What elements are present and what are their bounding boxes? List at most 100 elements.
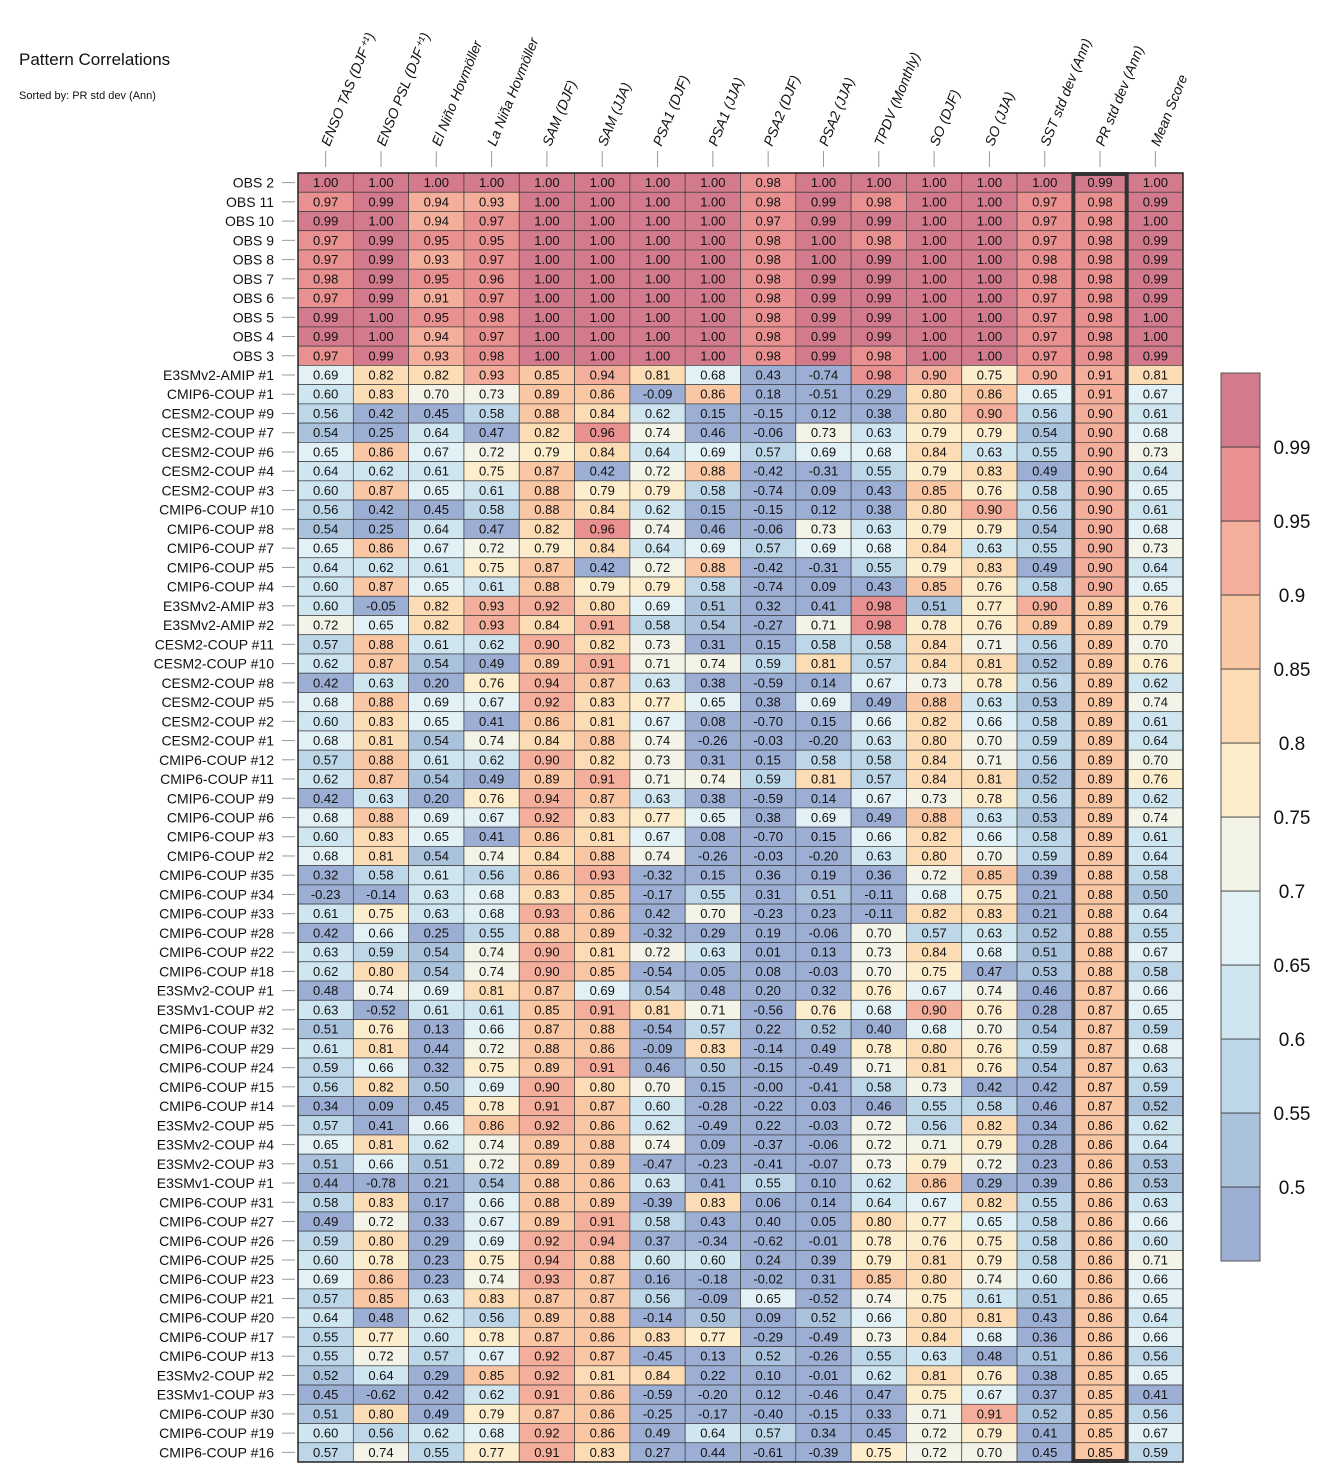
cell-value: 1.00 bbox=[590, 329, 615, 344]
cell-value: 0.82 bbox=[590, 637, 615, 652]
cell-value: 0.91 bbox=[590, 656, 615, 671]
cell-value: 0.08 bbox=[700, 829, 725, 844]
cell-value: 0.68 bbox=[313, 848, 338, 863]
cell-value: 0.99 bbox=[313, 310, 338, 325]
cell-value: 0.65 bbox=[424, 829, 449, 844]
cell-value: 0.45 bbox=[1032, 1445, 1057, 1460]
cell-value: 0.68 bbox=[866, 1002, 891, 1017]
cell-value: 0.31 bbox=[700, 752, 725, 767]
cell-value: 0.86 bbox=[590, 387, 615, 402]
cell-value: 0.88 bbox=[368, 810, 393, 825]
cell-value: 0.59 bbox=[313, 1060, 338, 1075]
cell-value: 0.79 bbox=[921, 425, 946, 440]
cell-value: 0.48 bbox=[313, 983, 338, 998]
cell-value: 0.63 bbox=[977, 541, 1002, 556]
cell-value: 0.67 bbox=[1143, 387, 1168, 402]
cell-value: 0.98 bbox=[756, 310, 781, 325]
cell-value: 0.56 bbox=[313, 406, 338, 421]
cell-value: 0.69 bbox=[811, 695, 836, 710]
cell-value: 0.56 bbox=[368, 1426, 393, 1441]
row-label: CMIP6-COUP #14 bbox=[159, 1098, 274, 1114]
cell-value: 0.73 bbox=[921, 675, 946, 690]
cell-value: 1.00 bbox=[590, 348, 615, 363]
cell-value: 0.74 bbox=[645, 733, 670, 748]
cell-value: 0.85 bbox=[479, 1368, 504, 1383]
cell-value: 0.99 bbox=[866, 214, 891, 229]
cell-value: 0.54 bbox=[1032, 521, 1057, 536]
cell-value: 0.67 bbox=[424, 444, 449, 459]
cell-value: 0.84 bbox=[921, 541, 946, 556]
cell-value: 1.00 bbox=[1032, 175, 1057, 190]
cell-value: 1.00 bbox=[700, 291, 725, 306]
cell-value: -0.25 bbox=[643, 1406, 673, 1421]
row-label: OBS 9 bbox=[233, 232, 274, 248]
cell-value: 0.86 bbox=[1087, 1272, 1112, 1287]
cell-value: 0.89 bbox=[534, 387, 559, 402]
column-label: Mean Score bbox=[1147, 72, 1190, 148]
cell-value: 0.71 bbox=[645, 772, 670, 787]
row-label: CESM2-COUP #2 bbox=[161, 713, 274, 729]
cell-value: 0.62 bbox=[1143, 675, 1168, 690]
cell-value: 0.61 bbox=[424, 1002, 449, 1017]
cell-value: 0.79 bbox=[645, 579, 670, 594]
row-label: CESM2-COUP #8 bbox=[161, 675, 274, 691]
cell-value: 0.36 bbox=[756, 868, 781, 883]
cell-value: 0.77 bbox=[479, 1445, 504, 1460]
cell-value: 0.69 bbox=[811, 444, 836, 459]
cell-value: 0.57 bbox=[313, 1118, 338, 1133]
cell-value: 0.65 bbox=[313, 1137, 338, 1152]
cell-value: 0.83 bbox=[479, 1291, 504, 1306]
cell-value: 0.99 bbox=[811, 271, 836, 286]
cell-value: 0.61 bbox=[1143, 714, 1168, 729]
cell-value: 0.70 bbox=[700, 906, 725, 921]
row-label: CMIP6-COUP #20 bbox=[159, 1310, 274, 1326]
cell-value: 0.54 bbox=[313, 425, 338, 440]
cell-value: 0.75 bbox=[921, 964, 946, 979]
cell-value: 0.41 bbox=[811, 598, 836, 613]
row-label: OBS 4 bbox=[233, 329, 274, 345]
cell-value: 0.98 bbox=[756, 194, 781, 209]
cell-value: 0.87 bbox=[368, 656, 393, 671]
cell-value: 0.98 bbox=[1032, 271, 1057, 286]
cell-value: 0.62 bbox=[645, 502, 670, 517]
cell-value: -0.22 bbox=[753, 1099, 783, 1114]
cell-value: 0.70 bbox=[977, 733, 1002, 748]
cell-value: -0.01 bbox=[809, 1368, 839, 1383]
cell-value: 0.68 bbox=[313, 733, 338, 748]
cell-value: 0.45 bbox=[313, 1387, 338, 1402]
cell-value: -0.15 bbox=[753, 1060, 783, 1075]
cell-value: 0.66 bbox=[1143, 1272, 1168, 1287]
cell-value: 1.00 bbox=[534, 214, 559, 229]
cell-value: 0.40 bbox=[866, 1022, 891, 1037]
cell-value: 0.88 bbox=[1087, 945, 1112, 960]
cell-value: 1.00 bbox=[921, 329, 946, 344]
cell-value: 0.75 bbox=[921, 1387, 946, 1402]
cell-value: 0.77 bbox=[921, 1214, 946, 1229]
row-label: E3SMv2-AMIP #1 bbox=[163, 367, 274, 383]
cell-value: 0.22 bbox=[700, 1368, 725, 1383]
cell-value: 0.55 bbox=[700, 887, 725, 902]
cell-value: 1.00 bbox=[1143, 329, 1168, 344]
row-label: CMIP6-COUP #23 bbox=[159, 1271, 274, 1287]
row-label: CMIP6-COUP #10 bbox=[159, 502, 274, 518]
cell-value: 0.34 bbox=[313, 1099, 338, 1114]
cell-value: -0.20 bbox=[809, 848, 839, 863]
cell-value: 0.86 bbox=[590, 1329, 615, 1344]
cell-value: 0.86 bbox=[1087, 1291, 1112, 1306]
colorbar-tick-label: 0.5 bbox=[1279, 1178, 1305, 1199]
row-label: CMIP6-COUP #22 bbox=[159, 944, 274, 960]
cell-value: 0.74 bbox=[368, 983, 393, 998]
cell-value: 0.95 bbox=[479, 233, 504, 248]
cell-value: 0.95 bbox=[424, 271, 449, 286]
cell-value: 0.74 bbox=[479, 964, 504, 979]
cell-value: 0.94 bbox=[534, 675, 559, 690]
cell-value: 0.97 bbox=[313, 348, 338, 363]
cell-value: 0.74 bbox=[1143, 695, 1168, 710]
cell-value: 0.25 bbox=[368, 425, 393, 440]
cell-value: 0.60 bbox=[313, 1252, 338, 1267]
cell-value: 0.76 bbox=[479, 675, 504, 690]
cell-value: 0.98 bbox=[479, 348, 504, 363]
cell-value: 0.90 bbox=[534, 964, 559, 979]
cell-value: 1.00 bbox=[700, 252, 725, 267]
cell-value: 0.88 bbox=[590, 1022, 615, 1037]
